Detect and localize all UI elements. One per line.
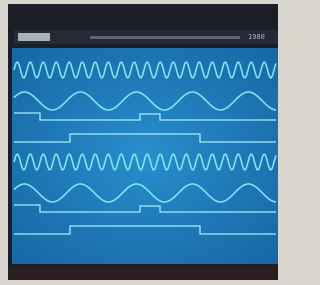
page: {"header": {"text": "1980"}} 1980 (() =>… (0, 0, 278, 285)
header-text: 1980 (248, 33, 265, 41)
bottom-bezel (8, 266, 278, 280)
oscilloscope-photo: 1980 (0, 0, 278, 285)
header-caption (90, 36, 240, 39)
logo (18, 33, 50, 41)
